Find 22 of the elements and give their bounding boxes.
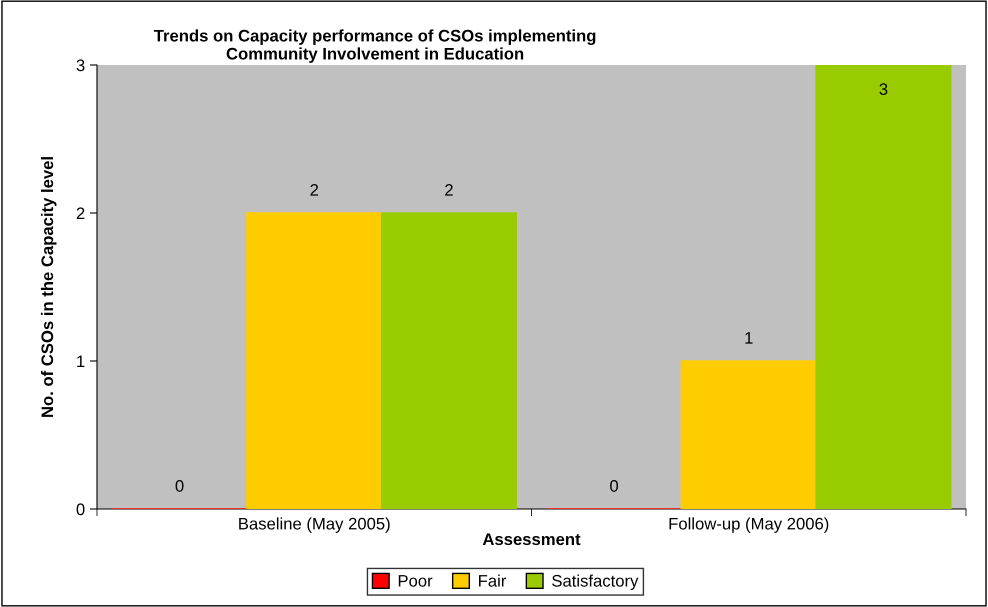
legend-label: Poor — [398, 575, 432, 587]
y-tick-label: 1 — [77, 356, 84, 368]
bar — [246, 212, 382, 509]
bar — [380, 212, 517, 509]
y-axis-title: No. of CSOs in the Capacity level — [40, 157, 56, 417]
y-tick-label: 3 — [76, 59, 84, 72]
legend-label: Fair — [479, 574, 506, 587]
data-label: 3 — [879, 83, 888, 96]
data-label: 0 — [610, 480, 618, 492]
chart-title: Trends on Capacity performance of CSOs implementing Community Involvement in Education — [154, 29, 596, 63]
data-label: 2 — [310, 184, 318, 196]
data-label: 1 — [745, 332, 753, 344]
data-label: 2 — [445, 184, 453, 196]
legend-label: Satisfactory — [552, 574, 638, 590]
bar — [680, 360, 817, 509]
bar — [815, 65, 952, 509]
y-tick-label: 0 — [76, 503, 85, 516]
y-tick-label: 2 — [76, 207, 84, 220]
x-tick-label: Baseline (May 2005) — [239, 517, 390, 533]
data-label: 0 — [176, 480, 184, 492]
x-axis-title: Assessment — [482, 533, 580, 546]
x-tick-label: Follow-up (May 2006) — [670, 517, 828, 533]
